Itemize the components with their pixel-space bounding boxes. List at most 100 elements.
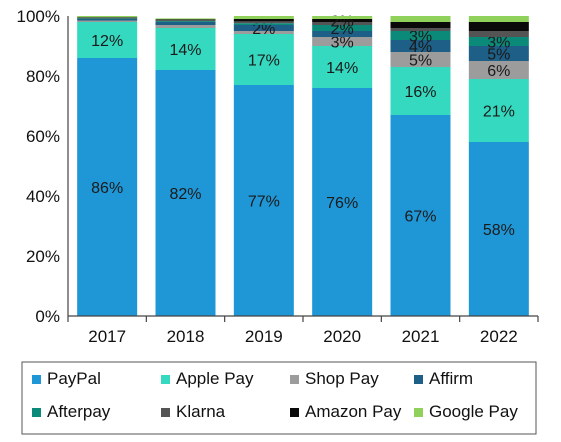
bar-segment-amazon-pay (312, 19, 373, 22)
bar-segment-affirm (468, 46, 529, 61)
bar-segment-shop-pay (468, 61, 529, 79)
legend-item-affirm: Affirm (414, 369, 473, 388)
bar-segment-affirm (312, 31, 373, 37)
legend-label: Affirm (429, 369, 473, 388)
bar-segment-apple-pay (468, 79, 529, 142)
bar-segment-klarna (390, 28, 451, 31)
data-label: 67% (404, 209, 436, 226)
legend-label: Afterpay (47, 402, 111, 421)
bar-segment-afterpay (390, 31, 451, 40)
legend: PayPal Apple Pay Shop Pay Affirm Afterpay Kla… (21, 361, 537, 435)
legend-item-afterpay: Afterpay (32, 402, 111, 421)
y-axis: 0% 20% 40% 60% 80% 100% (17, 7, 69, 326)
legend-item-google-pay: Google Pay (414, 402, 518, 421)
bar-segment-apple-pay (77, 22, 138, 58)
legend-swatch (32, 408, 41, 417)
bar-segment-klarna (233, 21, 294, 24)
bar-segment-apple-pay (312, 46, 373, 88)
bar-segment-paypal (233, 85, 294, 316)
data-label: 76% (326, 195, 358, 212)
y-tick-label: 0% (35, 307, 60, 326)
x-tick-label: 2018 (167, 327, 205, 346)
x-tick-label: 2017 (88, 327, 126, 346)
bar-segment-shop-pay (233, 31, 294, 34)
data-label: 14% (169, 42, 201, 59)
y-tick-label: 80% (26, 67, 60, 86)
bar-segment-klarna (77, 17, 138, 19)
data-label: 16% (404, 84, 436, 101)
data-label: 17% (248, 53, 280, 70)
data-label: 3% (409, 29, 432, 46)
bar-segment-amazon-pay (77, 17, 138, 18)
legend-swatch (161, 408, 170, 417)
legend-item-paypal: PayPal (32, 369, 101, 388)
data-label: 5% (487, 47, 510, 64)
bar-segment-amazon-pay (155, 19, 216, 21)
bar-stack-2022: 58% 21% 6%5%3% (468, 16, 529, 316)
y-tick-label: 100% (17, 7, 60, 26)
bar-segment-amazon-pay (390, 22, 451, 28)
bar-segment-shop-pay (390, 52, 451, 67)
legend-label: Google Pay (429, 402, 518, 421)
bar-segment-afterpay (155, 21, 216, 22)
bar-segment-paypal (155, 70, 216, 316)
bar-segment-google-pay (233, 16, 294, 19)
bar-segment-affirm (77, 19, 138, 21)
legend-swatch (290, 408, 299, 417)
legend-item-shop-pay: Shop Pay (290, 369, 379, 388)
bars-group: 86%12%82%14%77%17%2%76%14%3%2%2%67%16%5%… (77, 14, 529, 316)
bar-segment-afterpay (312, 25, 373, 31)
data-label: 12% (91, 33, 123, 50)
bar-segment-amazon-pay (233, 19, 294, 22)
x-axis: 2017 2018 2019 2020 2021 2022 (67, 315, 539, 346)
data-label: 3% (331, 35, 354, 52)
bar-stack-2020: 76%14%3%2%2% (312, 14, 373, 316)
legend-label: PayPal (47, 369, 101, 388)
data-label: 2% (331, 21, 354, 38)
bar-segment-paypal (390, 115, 451, 316)
bar-segment-amazon-pay (468, 22, 529, 31)
x-tick-label: 2022 (480, 327, 518, 346)
data-label: 2% (252, 21, 275, 38)
bar-stack-2019: 77% 17% 2% (233, 16, 294, 316)
legend-swatch (32, 375, 41, 384)
bar-segment-google-pay (390, 16, 451, 22)
data-label: 86% (91, 180, 123, 197)
bar-segment-afterpay (77, 18, 138, 19)
bar-segment-afterpay (468, 37, 529, 46)
bar-segment-paypal (312, 88, 373, 316)
data-label: 82% (169, 186, 201, 203)
bar-segment-afterpay (233, 23, 294, 25)
legend-swatch (290, 375, 299, 384)
legend-swatch (414, 408, 423, 417)
bar-segment-klarna (155, 20, 216, 22)
y-tick-label: 40% (26, 187, 60, 206)
bar-stack-2017: 86% 12% (77, 16, 138, 316)
bar-segment-google-pay (77, 16, 138, 18)
bar-segment-affirm (390, 40, 451, 52)
legend-box (21, 361, 537, 435)
bar-segment-shop-pay (312, 37, 373, 46)
bar-segment-klarna (312, 22, 373, 25)
legend-label: Apple Pay (176, 369, 254, 388)
y-tick-label: 60% (26, 127, 60, 146)
data-label: 3% (487, 35, 510, 52)
legend-item-apple-pay: Apple Pay (161, 369, 254, 388)
data-label: 5% (409, 53, 432, 70)
bar-segment-google-pay (468, 16, 529, 22)
bar-segment-shop-pay (155, 25, 216, 28)
legend-swatch (161, 375, 170, 384)
x-tick-label: 2019 (245, 327, 283, 346)
bar-segment-paypal (77, 58, 138, 316)
bar-segment-affirm (233, 25, 294, 31)
bar-segment-apple-pay (155, 28, 216, 70)
bar-segment-paypal (468, 142, 529, 316)
x-tick-label: 2021 (402, 327, 440, 346)
bar-segment-apple-pay (233, 34, 294, 85)
data-label: 21% (483, 104, 515, 121)
legend-label: Klarna (176, 402, 226, 421)
data-label: 14% (326, 60, 358, 77)
bar-stack-2021: 67% 16% 5%4%3% (390, 16, 451, 316)
